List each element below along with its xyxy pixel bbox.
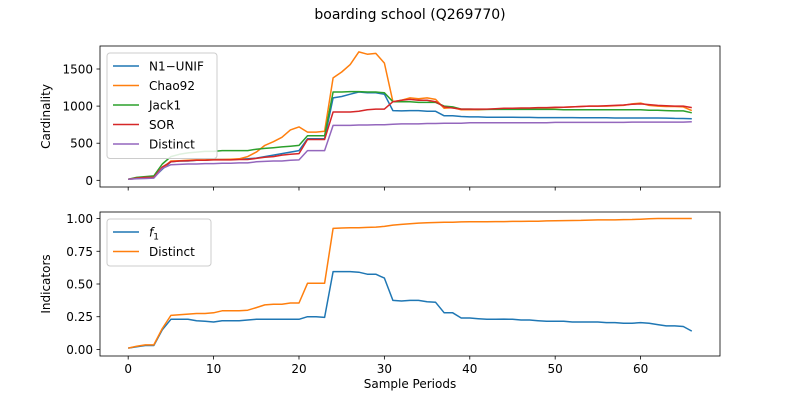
- y-tick-label: 0.50: [66, 278, 93, 292]
- legend-label-0: N1−UNIF: [149, 60, 204, 74]
- x-tick-label: 60: [633, 362, 648, 376]
- y-tick-label: 0.00: [66, 343, 93, 357]
- legend-box: [106, 218, 212, 267]
- x-tick-label: 50: [548, 362, 563, 376]
- cardinality-panel: 0 500 1000 1500 Cardinality N1−UNIF Chao92 Jack…: [39, 45, 721, 191]
- y-tick-label: 1.00: [66, 212, 93, 226]
- legend-label-1: Chao92: [149, 79, 195, 93]
- x-tick-label: 0: [124, 362, 132, 376]
- x-tick-label: 40: [462, 362, 477, 376]
- y-tick-label: 500: [70, 137, 93, 151]
- y-tick-label: 1500: [62, 63, 93, 77]
- y-axis-label: Cardinality: [39, 84, 53, 149]
- legend-label-1: Distinct: [149, 245, 195, 259]
- y-axis-label: Indicators: [39, 254, 53, 313]
- series-line-0: [128, 270, 693, 349]
- series-line-1: [128, 217, 692, 349]
- indicators-panel: 0 10 20 30 40 50 60 0.00 0.25 0.50 0.75 1.00 Indicat…: [39, 211, 721, 391]
- figure-title: boarding school (Q269770): [314, 7, 505, 23]
- y-tick-label: 1000: [62, 100, 93, 114]
- axes-frame: [99, 45, 721, 188]
- legend-label-2: Jack1: [148, 99, 181, 113]
- x-axis-label: Sample Periods: [364, 377, 456, 391]
- legend-label-0: f1: [149, 226, 159, 243]
- y-tick-label: 0: [85, 174, 93, 188]
- series-line-4: [128, 120, 692, 180]
- y-tick-label: 0.75: [66, 245, 93, 259]
- x-tick-label: 20: [291, 362, 306, 376]
- legend-label-4: Distinct: [149, 138, 195, 152]
- legend-box: [106, 52, 218, 159]
- series-line-3: [128, 98, 692, 180]
- series-line-2: [128, 90, 692, 180]
- x-tick-label: 30: [377, 362, 392, 376]
- legend-label-3: SOR: [149, 118, 174, 132]
- y-tick-label: 0.25: [66, 310, 93, 324]
- x-tick-label: 10: [206, 362, 221, 376]
